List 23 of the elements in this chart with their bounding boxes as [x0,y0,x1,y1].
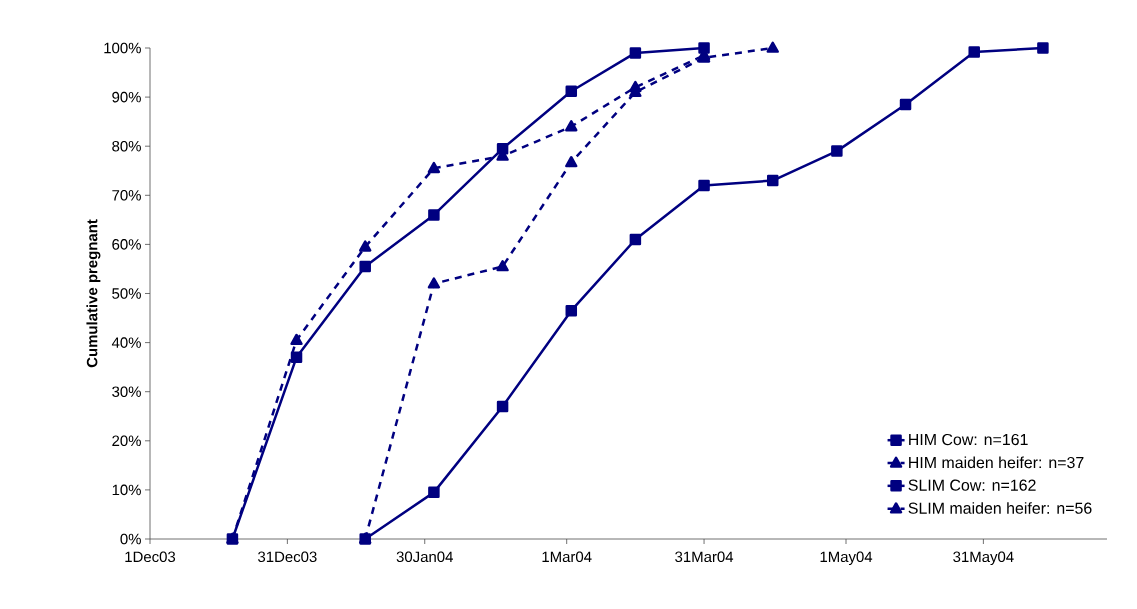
y-tick-label: 20% [112,435,141,447]
legend-label: SLIM maiden heifer: n=56 [908,502,1092,514]
x-tick-label: 31Mar04 [675,551,734,563]
x-tick-label: 30Jan04 [396,551,453,563]
y-tick-label: 90% [112,91,141,103]
y-tick-label: 50% [112,288,141,299]
x-tick-label: 1Mar04 [542,551,592,563]
y-tick-label: 10% [112,484,141,496]
legend-label: HIM Cow: n=161 [909,433,1028,446]
y-tick-label: 40% [111,337,141,348]
x-tick-label: 31Dec03 [258,551,317,563]
x-tick-label: 31May04 [953,551,1014,566]
y-tick-label: 80% [112,140,141,152]
y-tick-label: 70% [112,190,141,201]
y-tick-label: 100% [104,42,141,54]
y-axis-title: Cumulative pregnant [86,219,101,368]
legend-label: SLIM Cow: n=162 [908,479,1036,491]
y-tick-label: 0% [120,533,141,545]
y-tick-label: 30% [112,386,141,397]
x-tick-label: 1May04 [820,551,873,566]
x-tick-label: 1Dec03 [125,551,176,563]
y-tick-label: 60% [112,239,141,250]
legend-label: HIM maiden heifer: n=37 [909,456,1084,469]
